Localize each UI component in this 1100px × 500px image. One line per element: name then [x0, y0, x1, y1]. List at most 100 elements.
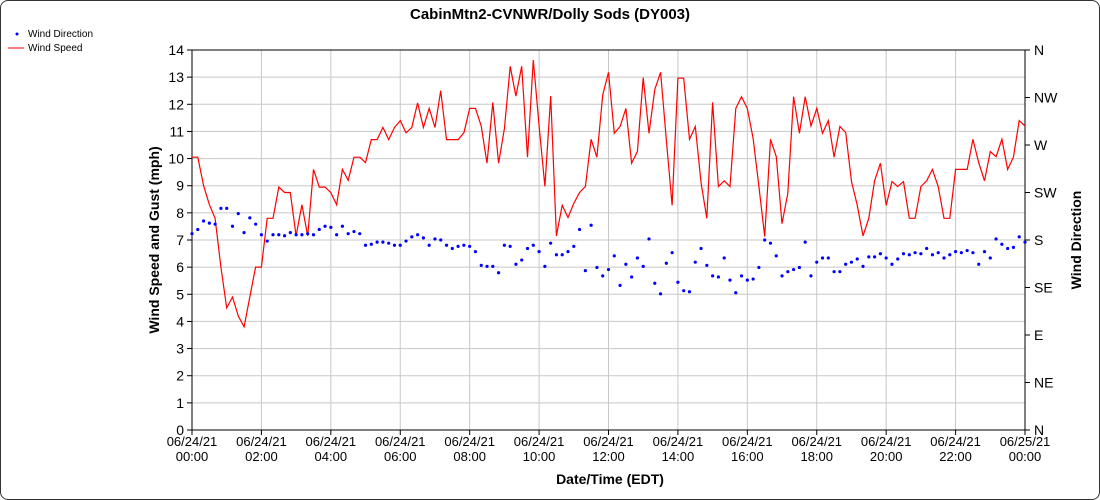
wind-direction-point [658, 292, 663, 296]
wind-direction-point [884, 256, 888, 260]
y-tick-label: 12 [168, 96, 184, 112]
wind-direction-point [635, 256, 640, 260]
y-tick-label: 14 [168, 42, 184, 58]
wind-direction-point [508, 244, 512, 248]
wind-direction-point [792, 267, 796, 272]
wind-direction-point [774, 254, 778, 258]
y-tick-label: 8 [176, 205, 184, 221]
x-tick-time: 22:00 [939, 449, 972, 464]
wind-direction-point [381, 240, 385, 244]
wind-direction-point [444, 243, 449, 247]
wind-direction-point [739, 274, 744, 278]
wind-direction-point [496, 271, 501, 275]
y-tick-label: 9 [176, 178, 184, 194]
y2-tick-label: S [1034, 232, 1043, 248]
wind-direction-point [583, 269, 587, 273]
wind-direction-point [398, 243, 402, 247]
wind-direction-point [1000, 242, 1004, 246]
wind-direction-point [959, 251, 963, 255]
wind-direction-point [757, 265, 761, 270]
wind-direction-point [595, 265, 599, 270]
wind-direction-point [450, 246, 454, 251]
x-tick-date: 06/24/21 [306, 434, 357, 449]
wind-direction-point [439, 238, 443, 242]
wind-direction-point [953, 250, 958, 254]
wind-direction-point [1023, 240, 1027, 244]
wind-direction-point [722, 256, 726, 260]
wind-direction-point [311, 233, 316, 237]
wind-direction-point [901, 252, 906, 256]
wind-direction-point [514, 262, 518, 266]
wind-direction-point [236, 212, 240, 216]
y2-tick-label: N [1034, 422, 1044, 438]
wind-direction-point [820, 256, 825, 260]
x-tick-time: 16:00 [731, 449, 764, 464]
wind-direction-point [832, 270, 836, 274]
wind-direction-point [641, 264, 645, 268]
wind-direction-point [682, 289, 686, 293]
wind-direction-point [277, 233, 281, 237]
legend-direction-marker [15, 32, 19, 36]
wind-direction-point [676, 280, 680, 284]
wind-direction-point [323, 224, 327, 228]
wind-direction-point [300, 233, 304, 237]
wind-direction-point [907, 253, 911, 257]
wind-direction-point [624, 262, 628, 266]
wind-direction-point [554, 253, 559, 257]
wind-direction-point [797, 265, 801, 270]
wind-direction-point [190, 232, 194, 236]
wind-direction-point [520, 258, 524, 262]
wind-direction-point [977, 262, 981, 266]
wind-direction-point [948, 253, 952, 257]
wind-direction-point [913, 251, 917, 255]
wind-direction-point [630, 275, 634, 279]
y-tick-label: 3 [176, 341, 184, 357]
legend-speed-label: Wind Speed [28, 43, 82, 54]
wind-direction-point [363, 243, 368, 247]
wind-direction-point [375, 240, 379, 244]
wind-direction-point [282, 234, 287, 238]
wind-direction-point [982, 250, 987, 254]
x-tick-time: 00:00 [1009, 449, 1042, 464]
wind-direction-point [230, 224, 235, 228]
wind-direction-point [352, 229, 356, 234]
wind-direction-point [670, 251, 674, 255]
wind-direction-point [693, 260, 697, 264]
y-axis-label: Wind Speed and Gust (mph) [146, 146, 162, 333]
x-tick-date: 06/24/21 [861, 434, 912, 449]
wind-direction-point [687, 290, 692, 294]
wind-direction-point [340, 224, 345, 228]
x-axis-label: Date/Time (EDT) [556, 471, 664, 487]
wind-direction-point [653, 281, 657, 285]
wind-direction-point [711, 274, 715, 278]
wind-direction-point [751, 277, 755, 281]
wind-direction-point [994, 237, 998, 241]
y2-tick-label: NW [1034, 90, 1058, 106]
y-tick-label: 0 [176, 422, 184, 438]
wind-direction-point [699, 246, 703, 251]
wind-direction-point [647, 237, 651, 241]
wind-direction-point [427, 243, 431, 247]
wind-direction-point [456, 244, 460, 248]
wind-direction-point [369, 242, 373, 246]
wind-direction-point [317, 227, 321, 232]
wind-direction-point [930, 253, 935, 257]
x-tick-date: 06/24/21 [236, 434, 287, 449]
wind-direction-point [589, 223, 593, 227]
x-tick-time: 04:00 [315, 449, 348, 464]
x-tick-date: 06/24/21 [583, 434, 634, 449]
wind-direction-point [572, 244, 576, 248]
wind-direction-point [612, 254, 616, 258]
wind-direction-point [849, 260, 854, 264]
legend: Wind Direction Wind Speed [8, 29, 93, 54]
wind-direction-point [543, 264, 547, 268]
wind-direction-point [201, 219, 206, 223]
wind-direction-point [294, 233, 298, 237]
x-tick-time: 12:00 [592, 449, 625, 464]
legend-direction-label: Wind Direction [28, 29, 93, 40]
y2-tick-label: W [1034, 137, 1048, 153]
wind-direction-point [988, 256, 992, 260]
wind-direction-point [196, 227, 200, 232]
wind-direction-point [549, 241, 553, 245]
